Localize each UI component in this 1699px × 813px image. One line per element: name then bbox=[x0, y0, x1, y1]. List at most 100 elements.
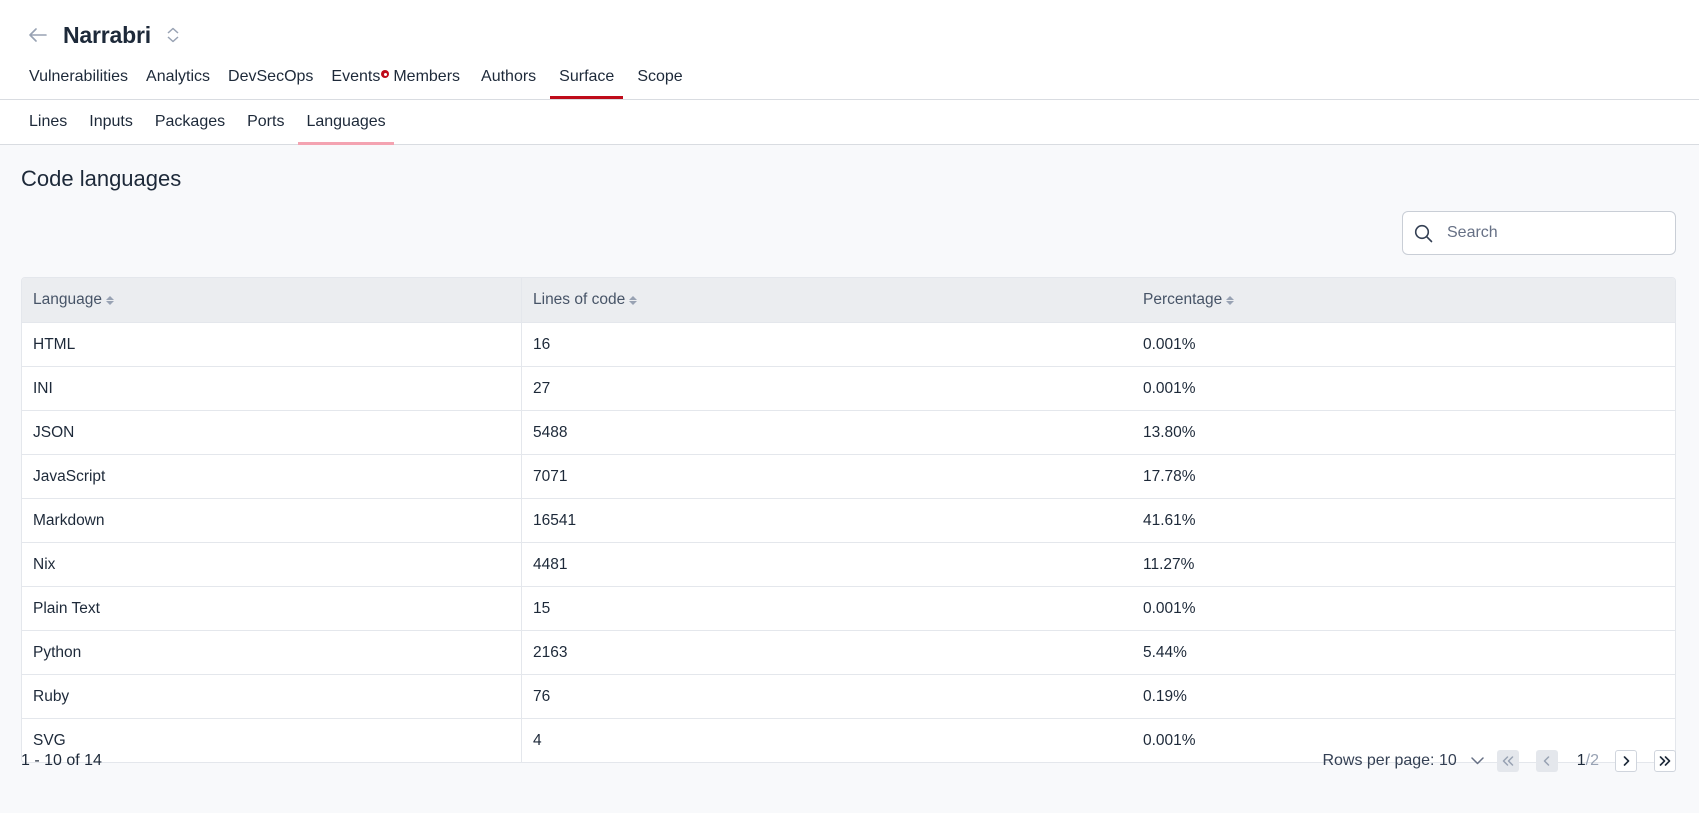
title-row: Narrabri bbox=[28, 20, 181, 50]
next-page-button[interactable] bbox=[1615, 750, 1637, 772]
arrow-left-icon[interactable] bbox=[28, 25, 48, 45]
tab-label: Vulnerabilities bbox=[29, 68, 129, 85]
pagination-range: 1 - 10 of 14 bbox=[21, 752, 102, 769]
table-row: Ruby 76 0.19% bbox=[22, 674, 1675, 718]
search-box[interactable] bbox=[1402, 211, 1676, 255]
subtab-languages[interactable]: Languages bbox=[298, 100, 394, 145]
tab-events[interactable]: Events bbox=[322, 60, 393, 99]
chevron-down-icon bbox=[1471, 754, 1485, 768]
tab-analytics[interactable]: Analytics bbox=[137, 60, 219, 99]
cell-language: Plain Text bbox=[22, 587, 522, 630]
languages-table: Language Lines of code Percentage HTML 1… bbox=[21, 277, 1676, 763]
subtab-packages[interactable]: Packages bbox=[147, 100, 233, 145]
cell-lines: 2163 bbox=[533, 643, 568, 661]
chevron-right-icon bbox=[1623, 756, 1629, 766]
column-header-label: Percentage bbox=[1143, 291, 1223, 308]
subtab-label: Lines bbox=[29, 113, 68, 130]
cell-lines: 76 bbox=[533, 687, 551, 705]
sort-icon bbox=[629, 294, 638, 306]
table-row: Python 2163 5.44% bbox=[22, 630, 1675, 674]
tab-label: Surface bbox=[559, 68, 615, 85]
cell-language: HTML bbox=[22, 323, 522, 366]
column-header-language[interactable]: Language bbox=[22, 278, 522, 322]
cell-percentage: 0.001% bbox=[1143, 379, 1196, 397]
cell-lines: 16 bbox=[533, 335, 551, 353]
subtab-ports[interactable]: Ports bbox=[239, 100, 292, 145]
cell-percentage: 17.78% bbox=[1143, 467, 1196, 485]
cell-percentage: 0.001% bbox=[1143, 731, 1196, 749]
column-header-label: Lines of code bbox=[533, 291, 626, 308]
tab-label: Analytics bbox=[146, 68, 211, 85]
main-tabs: Vulnerabilities Analytics DevSecOps Even… bbox=[20, 60, 692, 99]
first-page-button[interactable] bbox=[1496, 750, 1519, 772]
table-row: Nix 4481 11.27% bbox=[22, 542, 1675, 586]
cell-percentage: 41.61% bbox=[1143, 511, 1196, 529]
subtab-lines[interactable]: Lines bbox=[21, 100, 75, 145]
table-row: SVG 4 0.001% bbox=[22, 718, 1675, 762]
sub-tabs-bar: Lines Inputs Packages Ports Languages bbox=[0, 100, 1699, 145]
pager: Rows per page: 10 1/2 bbox=[1322, 750, 1676, 772]
rows-per-page-select[interactable]: Rows per page: 10 bbox=[1322, 752, 1484, 770]
sub-tabs: Lines Inputs Packages Ports Languages bbox=[21, 100, 400, 145]
sort-icon bbox=[1226, 294, 1235, 306]
subtab-label: Ports bbox=[247, 113, 285, 130]
page-indicator: 1/2 bbox=[1577, 752, 1599, 770]
cell-language: Nix bbox=[22, 543, 522, 586]
pagination-bar: 1 - 10 of 14 Rows per page: 10 1/2 bbox=[21, 746, 1676, 776]
sort-switch-icon[interactable] bbox=[165, 26, 181, 44]
search-icon bbox=[1413, 223, 1433, 243]
tab-devsecops[interactable]: DevSecOps bbox=[219, 60, 322, 99]
tab-label: DevSecOps bbox=[228, 68, 314, 85]
tab-label: Events bbox=[331, 68, 381, 85]
cell-language: Python bbox=[22, 631, 522, 674]
column-header-lines[interactable]: Lines of code bbox=[522, 278, 1132, 322]
table-row: Plain Text 15 0.001% bbox=[22, 586, 1675, 630]
tab-surface[interactable]: Surface bbox=[550, 60, 624, 99]
tab-label: Members bbox=[393, 68, 461, 85]
tab-vulnerabilities[interactable]: Vulnerabilities bbox=[20, 60, 137, 99]
cell-percentage: 5.44% bbox=[1143, 643, 1187, 661]
cell-language: JavaScript bbox=[22, 455, 522, 498]
table-header-row: Language Lines of code Percentage bbox=[22, 278, 1675, 322]
last-page-button[interactable] bbox=[1654, 750, 1676, 772]
cell-lines: 27 bbox=[533, 379, 551, 397]
subtab-label: Inputs bbox=[89, 113, 133, 130]
tab-authors[interactable]: Authors bbox=[472, 60, 545, 99]
cell-lines: 15 bbox=[533, 599, 551, 617]
tab-members[interactable]: Members bbox=[393, 60, 469, 99]
cell-percentage: 13.80% bbox=[1143, 423, 1196, 441]
tab-label: Authors bbox=[481, 68, 537, 85]
prev-page-button[interactable] bbox=[1535, 750, 1558, 772]
tab-label: Scope bbox=[637, 68, 683, 85]
main-content: Code languages Language Lines of code Pe… bbox=[0, 145, 1699, 812]
table-row: HTML 16 0.001% bbox=[22, 322, 1675, 366]
rows-per-page-label: Rows per page: 10 bbox=[1322, 752, 1457, 769]
cell-language: SVG bbox=[22, 719, 522, 762]
current-page: 1 bbox=[1576, 752, 1586, 769]
group-name: Narrabri bbox=[63, 21, 151, 48]
tab-scope[interactable]: Scope bbox=[628, 60, 691, 99]
cell-language: JSON bbox=[22, 411, 522, 454]
sort-icon bbox=[105, 294, 114, 306]
cell-percentage: 11.27% bbox=[1143, 555, 1195, 573]
cell-lines: 4481 bbox=[533, 555, 568, 573]
total-pages: /2 bbox=[1585, 752, 1599, 769]
page-title: Code languages bbox=[21, 166, 182, 191]
table-row: JavaScript 7071 17.78% bbox=[22, 454, 1675, 498]
chevrons-left-icon bbox=[1502, 756, 1513, 766]
chevrons-right-icon bbox=[1659, 756, 1671, 766]
cell-language: Ruby bbox=[22, 675, 522, 718]
cell-lines: 7071 bbox=[533, 467, 568, 485]
alert-icon bbox=[381, 70, 390, 78]
table-row: Markdown 16541 41.61% bbox=[22, 498, 1675, 542]
top-header: Narrabri Vulnerabilities Analytics DevSe… bbox=[0, 0, 1699, 100]
cell-percentage: 0.001% bbox=[1143, 599, 1196, 617]
table-row: INI 27 0.001% bbox=[22, 366, 1675, 410]
cell-lines: 16541 bbox=[533, 511, 577, 529]
subtab-inputs[interactable]: Inputs bbox=[81, 100, 141, 145]
column-header-percentage[interactable]: Percentage bbox=[1132, 278, 1675, 322]
cell-language: INI bbox=[22, 367, 522, 410]
cell-lines: 4 bbox=[533, 731, 542, 749]
search-input[interactable] bbox=[1447, 224, 1667, 242]
cell-percentage: 0.001% bbox=[1143, 335, 1196, 353]
